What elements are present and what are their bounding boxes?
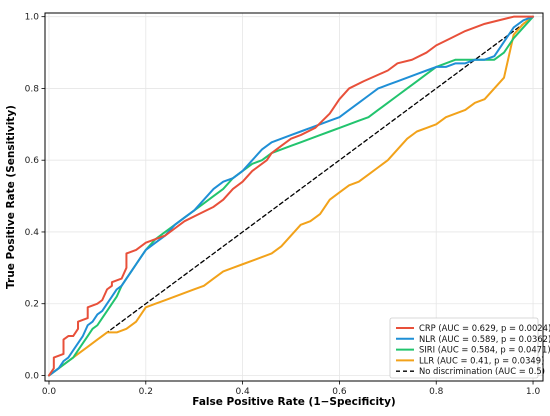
legend-entry: LLR (AUC = 0.41, p = 0.0349) xyxy=(419,355,544,365)
legend: CRP (AUC = 0.629, p = 0.0024)NLR (AUC = … xyxy=(389,317,550,379)
y-tick-label: 0.6 xyxy=(25,156,40,166)
axis-ticks: 0.0 0.2 0.4 0.6 0.8 1.0 0.0 0.2 0.4 0.6 0.8 1.0 xyxy=(25,13,541,397)
grid-lines xyxy=(45,13,543,381)
x-tick-label: 0.2 xyxy=(139,387,153,397)
roc-curve-crp xyxy=(47,15,535,377)
roc-curve-llr xyxy=(47,15,535,377)
legend-entry: CRP (AUC = 0.629, p = 0.0024) xyxy=(419,323,550,333)
roc-curve-siri xyxy=(47,15,535,377)
y-tick-label: 0.0 xyxy=(25,371,40,381)
x-tick-label: 0.6 xyxy=(332,387,347,397)
roc-curves xyxy=(47,15,535,377)
y-tick-label: 0.8 xyxy=(25,84,40,94)
legend-entry: No discrimination (AUC = 0.5) xyxy=(419,366,545,376)
x-axis-label: False Positive Rate (1−Specificity) xyxy=(192,396,395,408)
x-tick-label: 0.0 xyxy=(42,387,57,397)
x-tick-label: 1.0 xyxy=(526,387,541,397)
roc-curve-nlr xyxy=(47,15,535,377)
legend-entry: NLR (AUC = 0.589, p = 0.0362) xyxy=(419,334,550,344)
x-tick-label: 0.4 xyxy=(235,387,250,397)
legend-box xyxy=(389,317,539,379)
roc-curve-no-discrimination xyxy=(48,16,534,377)
legend-entry: SIRI (AUC = 0.584, p = 0.0471) xyxy=(419,345,550,355)
y-tick-label: 0.4 xyxy=(25,228,40,238)
y-axis-label: True Positive Rate (Sensitivity) xyxy=(5,105,17,289)
y-tick-label: 0.2 xyxy=(25,300,39,310)
plot-frame xyxy=(44,12,544,382)
y-tick-label: 1.0 xyxy=(25,13,40,23)
x-tick-label: 0.8 xyxy=(429,387,444,397)
